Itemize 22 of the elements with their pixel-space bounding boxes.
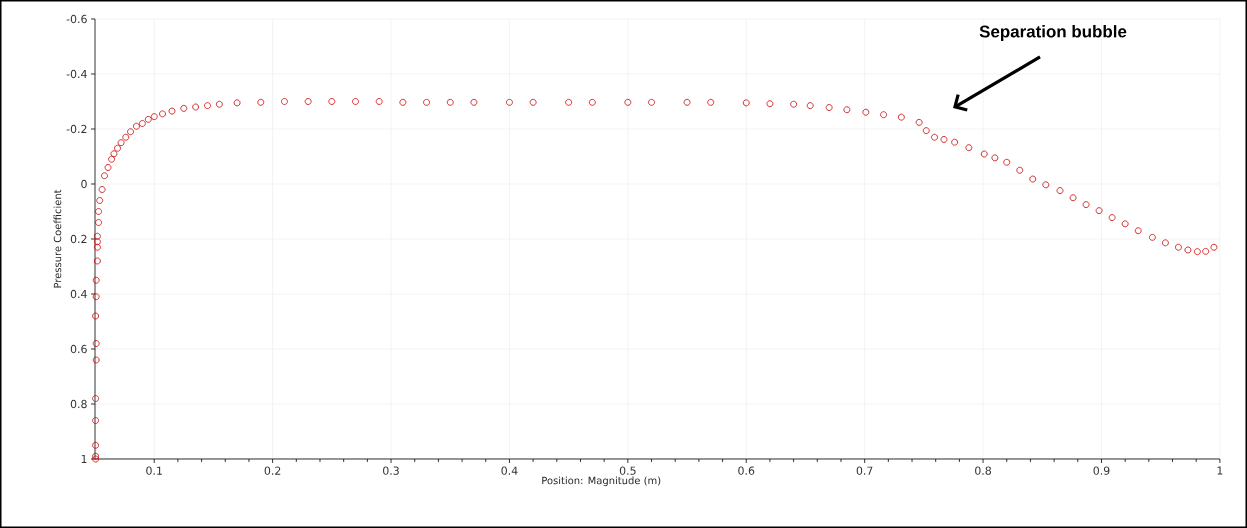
y-tick-label: 0.8 [70, 399, 87, 409]
y-tick-label: -0.4 [66, 69, 87, 79]
y-tick-label: -0.2 [66, 124, 87, 134]
x-tick-label: 0.3 [383, 466, 399, 475]
x-tick-label: 0.9 [1093, 466, 1110, 475]
y-tick-label: 0.2 [70, 234, 87, 244]
y-tick-label: 0.4 [70, 289, 87, 299]
x-tick-label: 0.1 [146, 466, 162, 475]
annotation: Separation bubble [979, 25, 1127, 41]
x-tick-label: 1 [1217, 466, 1223, 475]
y-tick-label: 1 [81, 455, 87, 463]
x-tick-label: 0.8 [975, 466, 992, 475]
y-tick-label: 0.6 [70, 344, 87, 354]
x-tick-label: 0.2 [264, 466, 281, 475]
x-tick-label: 0.7 [856, 466, 873, 475]
y-tick-label: 0 [81, 179, 87, 189]
x-axis-title: Position: Magnitude (m) [542, 476, 661, 487]
y-axis-title: Pressure Coefficient [53, 189, 62, 288]
x-tick-label: 0.6 [738, 466, 755, 475]
x-tick-label: 0.5 [619, 466, 636, 475]
x-tick-label: 0.4 [501, 466, 518, 475]
y-tick-label: -0.6 [66, 14, 87, 24]
